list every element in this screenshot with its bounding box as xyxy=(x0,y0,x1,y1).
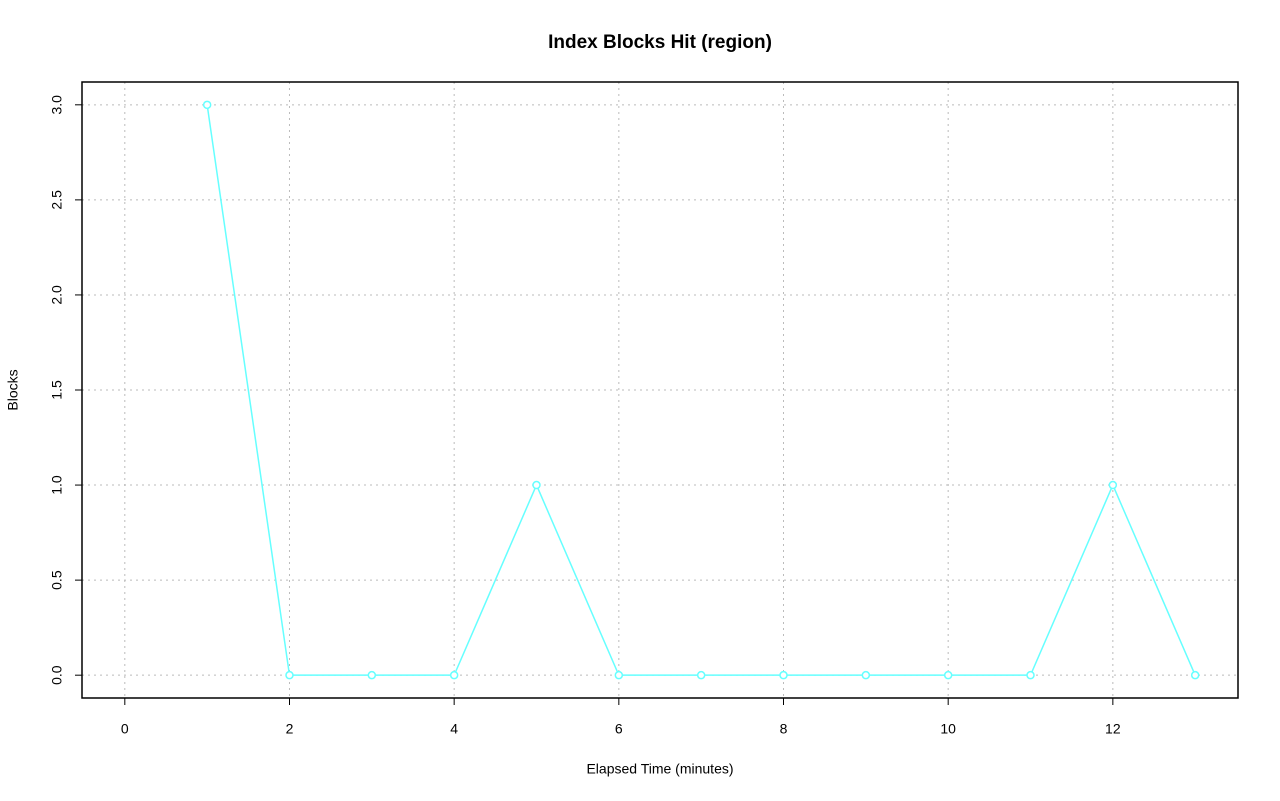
data-point xyxy=(1026,670,1035,680)
y-tick-label: 1.0 xyxy=(49,475,65,495)
data-point xyxy=(696,670,706,680)
chart-title: Index Blocks Hit (region) xyxy=(548,32,772,53)
data-point xyxy=(202,100,212,110)
plot-frame xyxy=(81,81,1239,699)
data-point xyxy=(614,670,624,680)
x-tick-label: 12 xyxy=(1105,721,1121,737)
y-tick-label: 0.5 xyxy=(49,570,65,590)
x-tick-label: 8 xyxy=(780,721,788,737)
x-tick-label: 4 xyxy=(450,721,458,737)
data-point xyxy=(861,670,871,680)
x-axis-title: Elapsed Time (minutes) xyxy=(586,761,733,777)
data-point xyxy=(532,480,541,490)
x-tick-label: 0 xyxy=(121,721,129,737)
data-point xyxy=(779,670,788,680)
data-point xyxy=(1190,670,1200,680)
x-tick-label: 2 xyxy=(286,721,294,737)
data-point xyxy=(367,670,377,680)
x-tick-label: 6 xyxy=(615,721,623,737)
y-tick-label: 1.5 xyxy=(49,380,65,400)
y-tick-label: 0.0 xyxy=(49,665,65,685)
data-point xyxy=(449,670,459,680)
y-tick-label: 2.5 xyxy=(49,190,65,210)
y-tick-label: 3.0 xyxy=(49,95,65,115)
data-point xyxy=(943,670,953,680)
y-tick-label: 2.0 xyxy=(49,285,65,305)
data-point xyxy=(1108,480,1118,490)
x-tick-label: 10 xyxy=(940,721,956,737)
y-axis-title: Blocks xyxy=(5,369,21,410)
data-point xyxy=(285,670,294,680)
